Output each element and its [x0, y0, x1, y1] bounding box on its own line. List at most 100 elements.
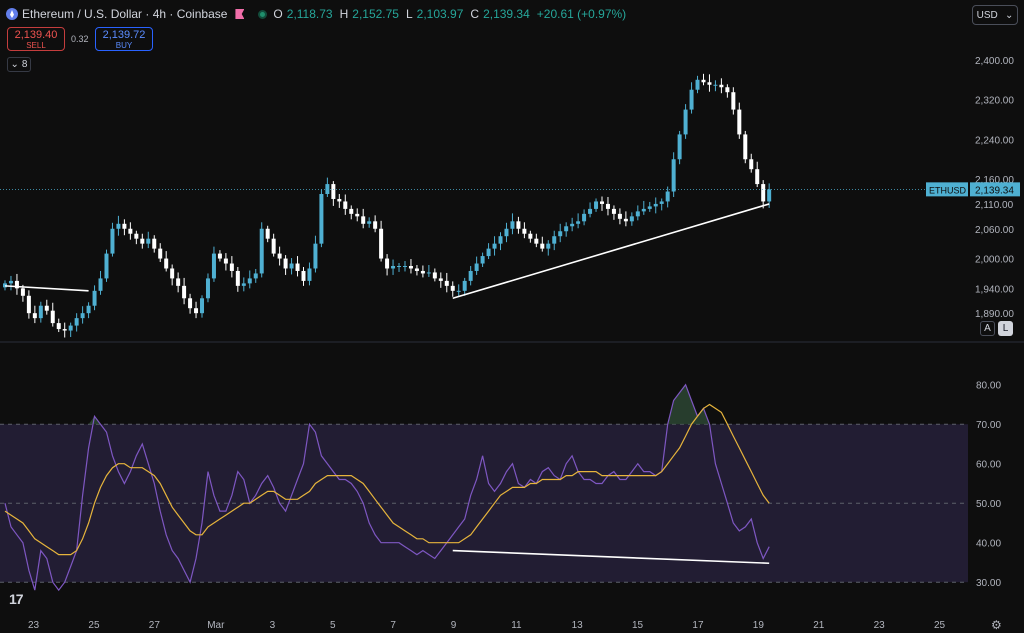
- candle-body: [623, 218, 628, 222]
- candle-body: [20, 288, 25, 296]
- price-axis-tick: 2,320.00: [975, 96, 1014, 107]
- candle-body: [695, 79, 700, 90]
- candle-body: [689, 89, 694, 110]
- candle-body: [158, 248, 163, 259]
- candle-body: [426, 272, 431, 274]
- low-label: L: [405, 7, 413, 21]
- candle-body: [26, 295, 31, 314]
- candle-body: [480, 256, 485, 264]
- candle-body: [504, 228, 509, 237]
- open-label: O: [273, 7, 283, 21]
- buy-button[interactable]: 2,139.72 BUY: [95, 27, 153, 51]
- candle-body: [194, 308, 199, 314]
- log-scale-button[interactable]: L: [998, 321, 1013, 336]
- indicators-count: 8: [21, 59, 28, 70]
- candle-body: [677, 134, 682, 160]
- candle-body: [128, 228, 133, 234]
- price-trendline[interactable]: [452, 203, 770, 300]
- flag-icon[interactable]: [235, 9, 245, 19]
- candle-body: [438, 278, 443, 281]
- candle-body: [223, 258, 228, 264]
- time-axis-tick: 9: [451, 620, 457, 631]
- auto-scale-button[interactable]: A: [980, 321, 995, 336]
- rsi-line: [4, 383, 770, 592]
- candle-body: [707, 82, 712, 85]
- candle-body: [8, 280, 13, 284]
- price-axis-tick: 2,400.00: [975, 56, 1014, 67]
- candle-body: [3, 283, 7, 288]
- candle-body: [217, 253, 222, 259]
- rsi-axis-tick: 60.00: [976, 460, 1001, 471]
- candle-body: [277, 253, 282, 259]
- candle-body: [331, 184, 336, 199]
- candle-body: [629, 216, 634, 222]
- indicators-toggle[interactable]: ⌄ 8: [7, 57, 31, 72]
- candle-body: [522, 228, 527, 234]
- candle-body: [92, 290, 97, 306]
- symbol-tag-label: ETHUSD: [929, 185, 967, 195]
- tradingview-logo-icon[interactable]: 17: [9, 591, 24, 607]
- time-axis-tick: 23: [874, 620, 886, 631]
- candle-body: [247, 278, 252, 284]
- candle-body: [289, 263, 294, 269]
- market-status-icon: [258, 9, 268, 19]
- gear-icon[interactable]: ⚙: [991, 618, 1002, 632]
- candle-body: [653, 203, 658, 207]
- candle-body: [122, 223, 127, 229]
- candle-body: [271, 238, 276, 254]
- candle-body: [683, 109, 688, 135]
- candle-body: [74, 318, 79, 326]
- candle-body: [241, 283, 246, 286]
- candle-body: [647, 206, 652, 209]
- candle-body: [337, 198, 342, 202]
- price-axis-tick: 2,060.00: [975, 225, 1014, 236]
- time-axis-tick: 25: [88, 620, 100, 631]
- candle-body: [558, 231, 563, 237]
- currency-select[interactable]: USD ⌄: [972, 5, 1018, 25]
- price-trendline[interactable]: [4, 285, 89, 292]
- symbol-title[interactable]: Ethereum / U.S. Dollar · 4h · Coinbase: [22, 7, 228, 21]
- candle-body: [56, 323, 61, 330]
- candle-body: [402, 266, 407, 267]
- candle-body: [343, 201, 348, 209]
- sell-label: SELL: [26, 41, 46, 50]
- candle-body: [349, 208, 354, 214]
- ethereum-logo-icon: [6, 8, 18, 20]
- candle-body: [516, 221, 521, 229]
- candle-body: [749, 159, 754, 170]
- sell-button[interactable]: 2,139.40 SELL: [7, 27, 65, 51]
- last-price-tag-label: 2,139.34: [975, 185, 1014, 196]
- candle-body: [397, 266, 402, 267]
- candle-body: [737, 109, 742, 135]
- candle-body: [767, 189, 772, 202]
- candle-body: [492, 243, 497, 249]
- price-axis-tick: 2,110.00: [975, 200, 1014, 211]
- candle-body: [164, 258, 169, 269]
- time-axis-tick: 25: [934, 620, 946, 631]
- close-label: C: [470, 7, 480, 21]
- candle-body: [295, 263, 300, 271]
- candle-body: [444, 280, 449, 286]
- candle-body: [570, 223, 575, 227]
- candle-body: [44, 305, 49, 311]
- candle-body: [528, 233, 533, 239]
- time-axis-tick: 15: [632, 620, 644, 631]
- candle-body: [98, 278, 103, 291]
- candle-body: [313, 243, 318, 269]
- candle-body: [641, 208, 646, 212]
- candle-body: [259, 228, 264, 274]
- time-axis-tick: 23: [28, 620, 40, 631]
- candle-body: [635, 211, 640, 217]
- rsi-trendline[interactable]: [452, 549, 770, 565]
- sell-price: 2,139.40: [14, 29, 58, 41]
- candle-body: [564, 226, 569, 232]
- candle-body: [414, 268, 419, 271]
- candle-body: [731, 92, 736, 110]
- candle-body: [719, 84, 724, 88]
- candle-body: [205, 278, 210, 299]
- candle-body: [510, 221, 515, 229]
- time-axis-tick: 17: [692, 620, 704, 631]
- candle-body: [665, 191, 670, 202]
- rsi-axis-tick: 80.00: [976, 381, 1001, 392]
